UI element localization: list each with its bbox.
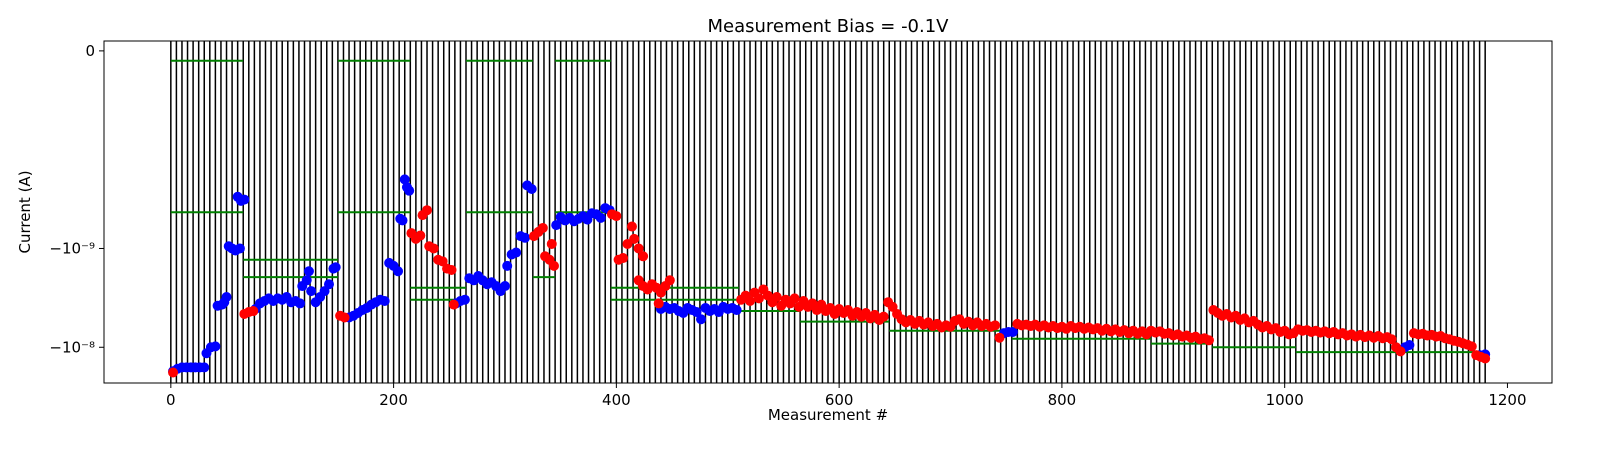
series-b-point <box>248 306 259 317</box>
series-b-point <box>1386 334 1397 345</box>
series-a-point <box>234 243 245 254</box>
series-b-point <box>633 243 644 254</box>
series-a-point <box>301 275 312 286</box>
x-tick-label: 200 <box>379 391 408 409</box>
y-tick-label: −10⁻⁸ <box>49 338 95 356</box>
series-b-point <box>1466 341 1477 352</box>
series-b-point <box>753 293 764 304</box>
series-a-point <box>526 183 537 194</box>
series-a-point <box>399 174 410 185</box>
series-b-point <box>1480 353 1491 364</box>
y-axis-ticks: 0 −10⁻⁹ −10⁻⁸ <box>49 42 104 356</box>
series-b-point <box>422 205 433 216</box>
series-a-point <box>696 314 707 325</box>
plot-frame <box>103 40 1553 384</box>
series-a-point <box>330 262 341 273</box>
series-b-point <box>437 256 448 267</box>
x-tick-label: 1200 <box>1488 391 1526 409</box>
series-a-point <box>595 212 606 223</box>
series-b-point <box>548 260 559 271</box>
series-b-point <box>428 243 439 254</box>
series-b-point <box>546 238 557 249</box>
series-a-point <box>379 295 390 306</box>
series-b-point <box>994 332 1005 343</box>
series-b-point <box>1203 335 1214 346</box>
series-a-point <box>731 305 742 316</box>
series-b-point <box>745 295 756 306</box>
y-tick-label: −10⁻⁹ <box>49 239 95 257</box>
x-axis-ticks: 0 200 400 600 800 1000 1200 <box>166 383 1527 409</box>
y-tick-label: 0 <box>85 42 95 60</box>
series-b-point <box>990 320 1001 331</box>
series-b-point <box>878 311 889 322</box>
series-a-point <box>397 215 408 226</box>
x-tick-label: 400 <box>602 391 631 409</box>
series-a-point <box>210 341 221 352</box>
series-b-points <box>168 205 1491 378</box>
x-tick-label: 800 <box>1048 391 1077 409</box>
y-axis-label: Current (A) <box>16 170 34 253</box>
series-a-point <box>459 294 470 305</box>
series-a-point <box>323 279 334 290</box>
series-b-point <box>771 292 782 303</box>
series-b-point <box>618 253 629 264</box>
series-a-point <box>306 286 317 297</box>
x-axis-label: Measurement # <box>768 406 888 424</box>
series-b-point <box>653 298 664 309</box>
series-b-point <box>789 293 800 304</box>
series-b-point <box>446 264 457 275</box>
series-b-point <box>611 211 622 222</box>
series-b-point <box>1395 346 1406 357</box>
series-b-point <box>168 367 179 378</box>
series-a-point <box>239 194 250 205</box>
x-tick-label: 1000 <box>1266 391 1304 409</box>
series-a-point <box>1007 326 1018 337</box>
x-tick-label: 0 <box>166 391 176 409</box>
series-a-point <box>295 298 306 309</box>
series-a-point <box>303 266 314 277</box>
series-a-point <box>1404 340 1415 351</box>
series-a-point <box>499 281 510 292</box>
series-b-point <box>448 299 459 310</box>
series-b-point <box>638 251 649 262</box>
series-b-point <box>537 222 548 233</box>
series-b-point <box>415 230 426 241</box>
series-b-point <box>339 312 350 323</box>
series-a-point <box>691 307 702 318</box>
series-a-point <box>393 266 404 277</box>
series-b-point <box>629 233 640 244</box>
chart-title: Measurement Bias = -0.1V <box>707 16 949 37</box>
series-a-point <box>199 362 210 373</box>
series-a-point <box>551 220 562 231</box>
series-a-point <box>404 185 415 196</box>
series-a-point <box>502 260 513 271</box>
series-b-point <box>626 221 637 232</box>
series-a-point <box>520 232 531 243</box>
series-b-point <box>664 275 675 286</box>
series-a-point <box>221 292 232 303</box>
series-a-point <box>511 247 522 258</box>
x-tick-label: 600 <box>825 391 854 409</box>
